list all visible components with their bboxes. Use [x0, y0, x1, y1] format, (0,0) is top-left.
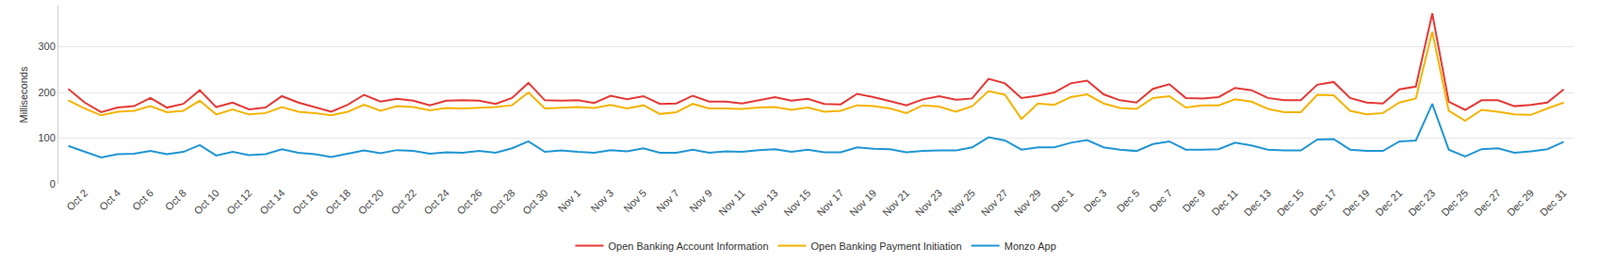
svg-text:Dec 17: Dec 17 [1307, 186, 1339, 218]
svg-text:Dec 31: Dec 31 [1537, 186, 1569, 218]
svg-text:Nov 25: Nov 25 [946, 186, 978, 218]
svg-text:Oct 10: Oct 10 [191, 186, 221, 216]
svg-text:Open Banking Payment Initiatio: Open Banking Payment Initiation [811, 240, 963, 252]
svg-text:Nov 29: Nov 29 [1012, 186, 1044, 218]
svg-text:Oct 22: Oct 22 [389, 186, 419, 216]
svg-text:Dec 5: Dec 5 [1114, 186, 1143, 214]
svg-text:Nov 19: Nov 19 [847, 186, 879, 218]
svg-text:300: 300 [37, 40, 55, 52]
svg-text:Nov 1: Nov 1 [555, 186, 584, 214]
svg-text:Dec 19: Dec 19 [1339, 186, 1372, 218]
svg-text:Oct 8: Oct 8 [163, 186, 189, 213]
svg-text:Dec 15: Dec 15 [1274, 186, 1307, 218]
svg-text:Oct 20: Oct 20 [356, 186, 386, 216]
svg-text:Nov 13: Nov 13 [749, 186, 781, 218]
svg-text:Oct 6: Oct 6 [130, 186, 156, 213]
svg-text:Oct 24: Oct 24 [421, 186, 451, 216]
svg-text:Nov 21: Nov 21 [880, 186, 912, 218]
svg-text:Oct 2: Oct 2 [64, 186, 90, 213]
svg-text:Dec 23: Dec 23 [1405, 186, 1437, 218]
svg-text:Nov 5: Nov 5 [620, 186, 649, 214]
svg-text:Oct 28: Oct 28 [487, 186, 517, 216]
svg-text:Dec 3: Dec 3 [1081, 186, 1110, 214]
svg-text:Nov 3: Nov 3 [587, 186, 616, 214]
svg-text:Dec 21: Dec 21 [1372, 186, 1405, 218]
svg-text:0: 0 [49, 178, 56, 190]
svg-text:Nov 7: Nov 7 [653, 186, 682, 214]
svg-text:Dec 9: Dec 9 [1179, 186, 1208, 214]
svg-text:Monzo App: Monzo App [1004, 240, 1057, 252]
svg-text:Nov 27: Nov 27 [979, 186, 1011, 218]
svg-text:Dec 25: Dec 25 [1438, 186, 1470, 218]
svg-text:Nov 17: Nov 17 [814, 186, 846, 218]
svg-text:Dec 13: Dec 13 [1241, 186, 1274, 218]
svg-text:Dec 29: Dec 29 [1504, 186, 1536, 218]
svg-text:Dec 11: Dec 11 [1208, 186, 1241, 218]
svg-text:Oct 26: Oct 26 [454, 186, 484, 216]
svg-text:Nov 11: Nov 11 [716, 186, 748, 218]
svg-text:Dec 7: Dec 7 [1146, 186, 1175, 214]
svg-text:Oct 16: Oct 16 [290, 186, 320, 216]
svg-text:Oct 4: Oct 4 [97, 186, 123, 213]
svg-text:Milliseconds: Milliseconds [17, 65, 30, 123]
svg-text:Open Banking Account Informati: Open Banking Account Information [608, 240, 769, 252]
svg-text:Dec 27: Dec 27 [1471, 186, 1503, 218]
svg-text:Oct 12: Oct 12 [224, 186, 254, 216]
svg-text:Nov 23: Nov 23 [913, 186, 945, 218]
svg-text:Oct 18: Oct 18 [323, 186, 353, 216]
svg-text:Dec 1: Dec 1 [1048, 186, 1077, 214]
svg-text:Nov 9: Nov 9 [686, 186, 715, 214]
svg-text:Nov 15: Nov 15 [781, 186, 813, 218]
svg-text:Oct 14: Oct 14 [257, 186, 287, 216]
svg-text:200: 200 [37, 86, 55, 98]
svg-text:Oct 30: Oct 30 [520, 186, 550, 216]
svg-text:100: 100 [37, 131, 55, 144]
